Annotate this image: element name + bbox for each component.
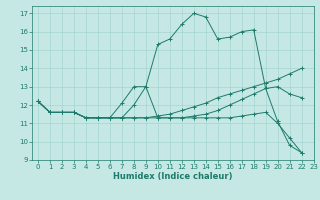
X-axis label: Humidex (Indice chaleur): Humidex (Indice chaleur) bbox=[113, 172, 233, 181]
